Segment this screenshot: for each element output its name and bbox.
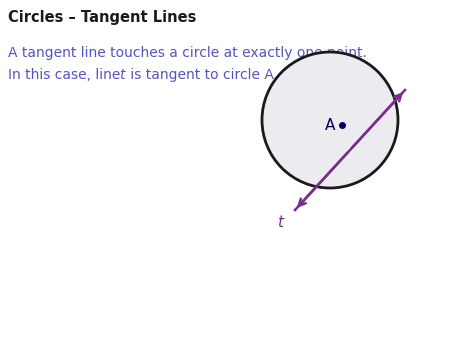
Text: In this case, line: In this case, line bbox=[8, 68, 125, 82]
Circle shape bbox=[262, 52, 398, 188]
Text: t: t bbox=[277, 215, 283, 230]
Text: Circles – Tangent Lines: Circles – Tangent Lines bbox=[8, 10, 196, 25]
Text: t: t bbox=[119, 68, 125, 82]
Text: is tangent to circle A.: is tangent to circle A. bbox=[126, 68, 278, 82]
Text: A: A bbox=[325, 118, 335, 132]
Text: A tangent line touches a circle at exactly one point.: A tangent line touches a circle at exact… bbox=[8, 46, 367, 60]
